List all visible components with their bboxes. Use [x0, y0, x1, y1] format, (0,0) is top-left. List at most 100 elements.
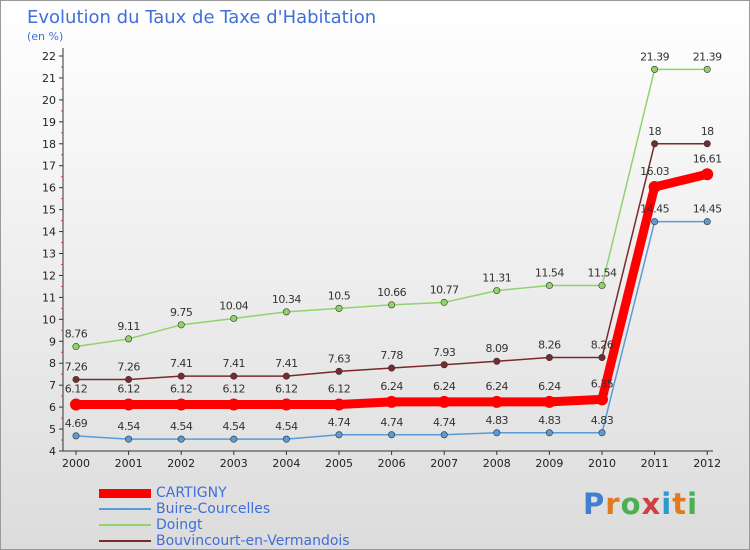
legend-label: Bouvincourt-en-Vermandois — [156, 532, 350, 549]
legend-item: Buire-Courcelles — [99, 501, 350, 517]
legend-label: Buire-Courcelles — [156, 500, 271, 517]
y-tick-label: 18 — [42, 138, 56, 151]
legend-label: Doingt — [156, 516, 203, 533]
y-tick-label: 19 — [42, 116, 56, 129]
data-point — [493, 357, 501, 365]
data-label: 10.77 — [430, 283, 459, 296]
x-tick-label: 2001 — [115, 457, 143, 470]
data-point — [122, 398, 135, 411]
data-label: 6.24 — [433, 380, 456, 393]
data-label: 16.03 — [640, 165, 669, 178]
proxiti-logo: Proxiti — [583, 487, 698, 521]
data-point — [282, 308, 290, 316]
y-tick-label: 20 — [42, 94, 56, 107]
data-point — [227, 398, 240, 411]
x-tick-label: 2010 — [588, 457, 616, 470]
data-label: 7.41 — [223, 357, 246, 370]
y-tick-label: 13 — [42, 248, 56, 261]
data-point — [493, 429, 501, 437]
data-point — [648, 181, 661, 194]
data-label: 9.75 — [170, 306, 193, 319]
data-point — [388, 301, 396, 309]
data-point — [335, 431, 343, 439]
y-tick-label: 21 — [42, 72, 56, 85]
y-tick-label: 14 — [42, 226, 56, 239]
x-tick-label: 2012 — [693, 457, 721, 470]
data-point — [72, 432, 80, 440]
data-point — [651, 218, 659, 226]
data-label: 8.09 — [486, 342, 509, 355]
logo-letter: t — [672, 487, 688, 521]
logo-letter: P — [583, 487, 606, 521]
logo-letter: i — [661, 487, 673, 521]
x-tick-label: 2004 — [272, 457, 300, 470]
logo-letter: x — [641, 487, 662, 521]
x-tick-label: 2006 — [378, 457, 406, 470]
logo-letter: o — [620, 487, 642, 521]
data-point — [335, 304, 343, 312]
data-point — [598, 429, 606, 437]
data-label: 11.54 — [588, 267, 617, 280]
data-label: 6.24 — [380, 380, 403, 393]
data-point — [703, 218, 711, 226]
data-point — [388, 431, 396, 439]
data-point — [282, 435, 290, 443]
data-point — [440, 361, 448, 369]
data-point — [70, 398, 82, 411]
data-label: 4.54 — [117, 420, 140, 433]
data-point — [280, 398, 293, 411]
data-label: 7.26 — [65, 360, 88, 373]
y-tick-label: 4 — [49, 445, 56, 458]
data-point — [490, 395, 503, 408]
data-label: 7.41 — [170, 357, 193, 370]
data-label: 4.74 — [328, 416, 351, 429]
data-point — [72, 375, 80, 383]
legend-item: CARTIGNY — [99, 485, 350, 501]
data-point — [598, 354, 606, 362]
data-point — [596, 393, 608, 406]
y-tick-label: 8 — [49, 357, 56, 370]
data-label: 6.35 — [591, 377, 614, 390]
x-tick-label: 2003 — [220, 457, 248, 470]
logo-letter: r — [605, 487, 621, 521]
data-label: 10.04 — [219, 299, 248, 312]
data-label: 4.54 — [223, 420, 246, 433]
y-tick-label: 12 — [42, 269, 56, 282]
data-label: 6.12 — [117, 382, 140, 395]
legend-swatch — [99, 508, 151, 510]
legend-item: Doingt — [99, 517, 350, 533]
y-tick-label: 10 — [42, 313, 56, 326]
data-point — [543, 395, 556, 408]
data-point — [175, 398, 188, 411]
data-label: 4.69 — [65, 417, 88, 430]
data-label: 9.11 — [117, 320, 140, 333]
data-label: 4.74 — [380, 416, 403, 429]
x-tick-label: 2005 — [325, 457, 353, 470]
data-point — [230, 314, 238, 322]
x-tick-label: 2002 — [167, 457, 195, 470]
data-point — [125, 435, 133, 443]
y-unit-label: (en %) — [27, 30, 64, 43]
x-tick-label: 2000 — [62, 457, 90, 470]
legend-item: Bouvincourt-en-Vermandois — [99, 533, 350, 549]
data-label: 6.24 — [486, 380, 509, 393]
data-point — [125, 375, 133, 383]
data-label: 10.66 — [377, 286, 406, 299]
data-point — [125, 335, 133, 343]
data-label: 7.41 — [275, 357, 298, 370]
data-point — [230, 435, 238, 443]
y-tick-label: 22 — [42, 50, 56, 63]
data-point — [651, 140, 659, 148]
data-point — [703, 140, 711, 148]
data-point — [545, 354, 553, 362]
data-point — [438, 395, 451, 408]
data-label: 16.61 — [693, 152, 722, 165]
data-label: 7.78 — [380, 349, 403, 362]
data-label: 10.5 — [328, 289, 351, 302]
data-point — [333, 398, 345, 411]
data-label: 6.24 — [538, 380, 561, 393]
legend: CARTIGNY Buire-Courcelles Doingt Bouvincour… — [99, 485, 350, 549]
y-tick-label: 15 — [42, 204, 56, 217]
y-tick-label: 17 — [42, 160, 56, 173]
